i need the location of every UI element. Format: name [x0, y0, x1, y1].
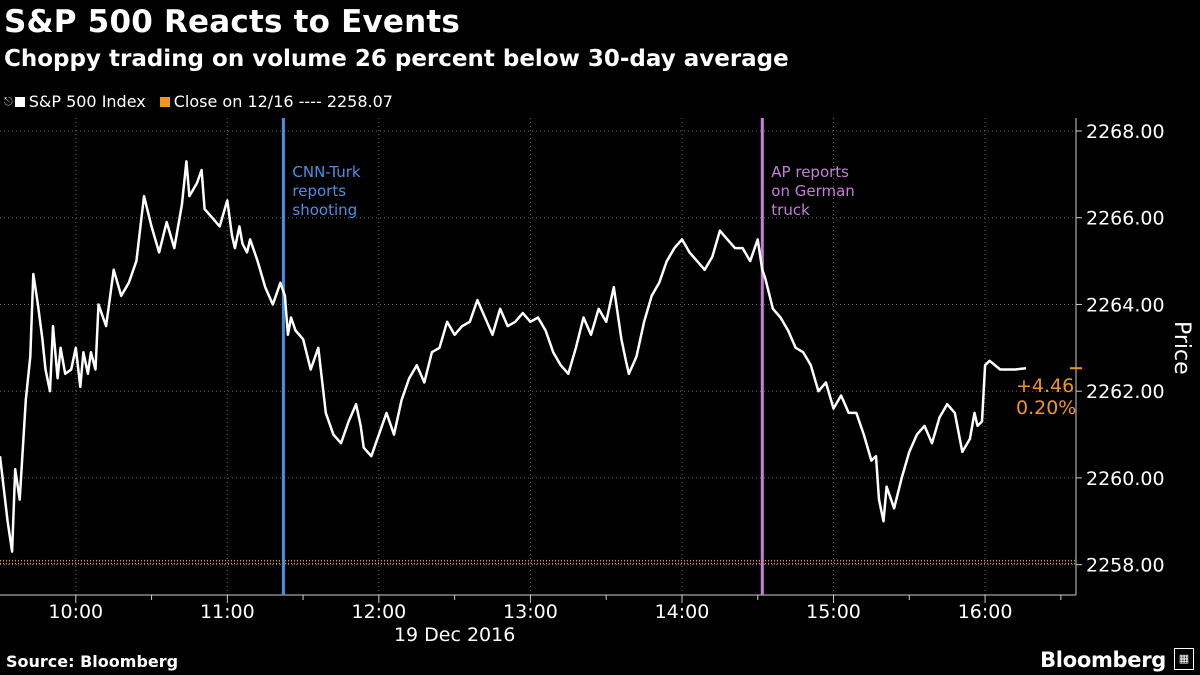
bloomberg-terminal-icon: ▦ — [1174, 648, 1194, 670]
change-percent-label: 0.20% — [1016, 397, 1076, 419]
close-swatch — [159, 96, 170, 107]
legend-toggle-icon: ⎋ — [4, 94, 13, 108]
y-tick-label: 2266.00 — [1086, 208, 1165, 230]
x-tick-label: 12:00 — [351, 601, 406, 623]
y-tick-label: 2268.00 — [1086, 121, 1165, 143]
y-axis-label: Price — [1169, 321, 1194, 375]
chart-title: S&P 500 Reacts to Events — [4, 4, 461, 40]
legend-item-close[interactable]: Close on 12/16 ---- 2258.07 — [159, 92, 393, 111]
event-annotation: on German — [771, 182, 855, 200]
bloomberg-logo: Bloomberg — [1040, 648, 1166, 672]
legend: ⎋ S&P 500 Index Close on 12/16 ---- 2258… — [4, 92, 407, 111]
x-tick-label: 15:00 — [806, 601, 861, 623]
y-tick-label: 2262.00 — [1086, 381, 1165, 403]
y-tick-label: 2264.00 — [1086, 294, 1165, 316]
x-tick-label: 10:00 — [48, 601, 103, 623]
y-tick-label: 2258.00 — [1086, 555, 1165, 577]
x-tick-label: 16:00 — [958, 601, 1013, 623]
source-note: Source: Bloomberg — [6, 652, 179, 671]
series-swatch — [14, 96, 25, 107]
event-annotation: AP reports — [771, 163, 849, 181]
sp500-series-line — [0, 160, 1027, 553]
event-annotation: reports — [292, 182, 346, 200]
chart-subtitle: Choppy trading on volume 26 percent belo… — [4, 46, 789, 72]
x-tick-label: 13:00 — [503, 601, 558, 623]
change-absolute-label: +4.46 — [1016, 375, 1074, 397]
legend-series-label: S&P 500 Index — [28, 92, 146, 111]
event-annotation: truck — [771, 201, 810, 219]
y-tick-label: 2260.00 — [1086, 468, 1165, 490]
event-annotation: shooting — [292, 201, 357, 219]
legend-item-series[interactable]: ⎋ S&P 500 Index — [4, 92, 146, 111]
legend-close-label: Close on 12/16 ---- 2258.07 — [173, 92, 393, 111]
event-annotation: CNN-Turk — [292, 163, 361, 181]
x-tick-label: 11:00 — [200, 601, 255, 623]
x-axis-label: 19 Dec 2016 — [394, 624, 515, 646]
x-tick-label: 14:00 — [655, 601, 710, 623]
